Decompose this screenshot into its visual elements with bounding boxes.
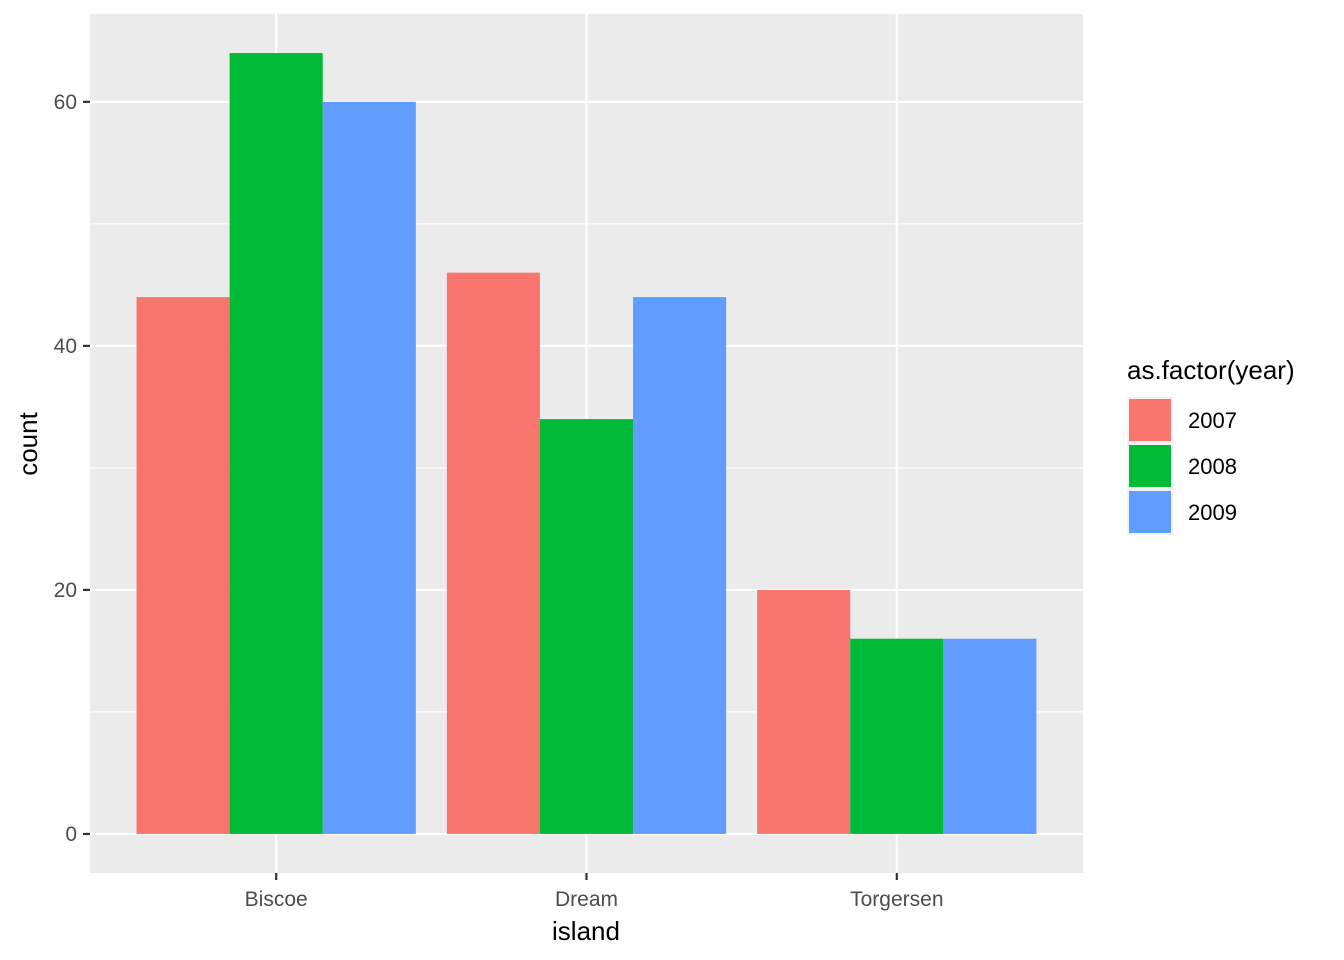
x-tick-label: Torgersen [850, 888, 943, 911]
legend-title: as.factor(year) [1127, 355, 1295, 385]
x-axis-title: island [552, 916, 620, 946]
legend-label-2009: 2009 [1188, 500, 1237, 525]
y-axis: 0 20 40 60 [54, 91, 90, 846]
bar-biscoe-2007 [136, 297, 230, 834]
bar-biscoe-2008 [229, 53, 323, 834]
y-tick-label: 60 [54, 91, 77, 114]
bar-dream-2008 [539, 419, 634, 834]
bar-torgersen-2009 [943, 638, 1037, 834]
legend: as.factor(year) 2007 2008 2009 [1127, 355, 1295, 535]
legend-label-2007: 2007 [1188, 408, 1237, 433]
bar-dream-2007 [446, 272, 540, 834]
x-tick-label: Biscoe [245, 888, 308, 911]
bars [136, 53, 1037, 834]
bar-biscoe-2009 [322, 101, 416, 834]
legend-key-2008 [1129, 445, 1171, 487]
x-axis: Biscoe Dream Torgersen [245, 873, 944, 911]
bar-torgersen-2007 [757, 589, 851, 834]
legend-key-2007 [1129, 399, 1171, 441]
legend-label-2008: 2008 [1188, 454, 1237, 479]
y-tick-label: 0 [65, 823, 77, 846]
bar-torgersen-2008 [850, 638, 944, 834]
legend-key-2009 [1129, 491, 1171, 533]
y-axis-title: count [13, 411, 43, 475]
y-tick-label: 40 [54, 335, 77, 358]
x-tick-label: Dream [555, 888, 618, 911]
bar-dream-2009 [633, 297, 727, 834]
y-tick-label: 20 [54, 579, 77, 602]
